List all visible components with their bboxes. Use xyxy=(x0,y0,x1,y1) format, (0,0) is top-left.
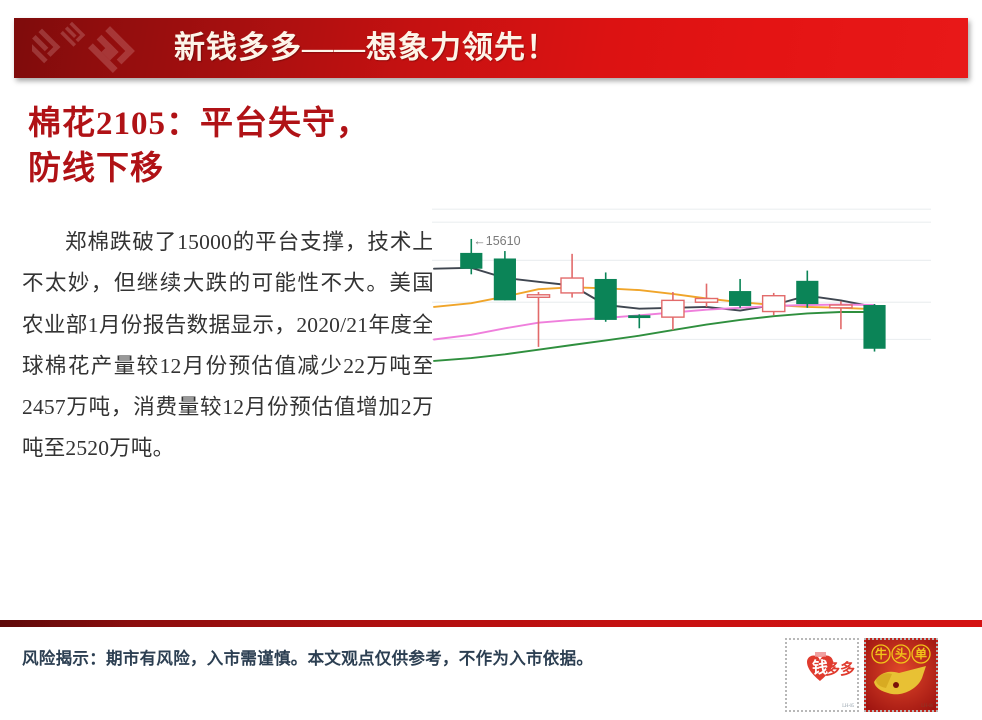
risk-disclaimer: 风险揭示：期市有风险，入市需谨慎。本文观点仅供参考，不作为入市依据。 xyxy=(22,649,594,668)
candlestick-chart[interactable]: ←15610 xyxy=(432,188,937,444)
bull-head-icon xyxy=(874,666,926,695)
stamp-rest-chars: 多多 xyxy=(825,660,855,678)
stamp-char-1: 牛 xyxy=(875,646,887,661)
stamp-char-2: 头 xyxy=(895,646,907,661)
svg-text:←15610: ←15610 xyxy=(473,234,520,248)
chart-annotation: ←15610 xyxy=(473,234,520,248)
niutoudan-stamp: 牛 头 单 LH-06 xyxy=(864,638,938,712)
chart-canvas: ←15610 xyxy=(432,208,931,362)
header-banner: 新钱多多——想象力领先！ xyxy=(14,18,968,78)
stamp-main-char: 钱 xyxy=(812,658,828,677)
page-title: 棉花2105：平台失守，防线下移 xyxy=(28,106,370,187)
stamp-subcode: LH-05 xyxy=(842,704,854,709)
stamp-subcode: LH-06 xyxy=(921,704,933,709)
header-title: 新钱多多——想象力领先！ xyxy=(174,30,558,65)
qianduoduo-stamp: 钱 多多 LH-05 xyxy=(785,638,859,712)
footer-divider xyxy=(0,620,982,627)
body-paragraph: 郑棉跌破了15000的平台支撑，技术上不太妙，但继续大跌的可能性不大。美国农业部… xyxy=(22,230,434,461)
footer-logos: 钱 多多 LH-05 牛 头 单 xyxy=(785,638,940,714)
heart-icon xyxy=(807,655,833,681)
chinese-knot-icon xyxy=(32,21,135,73)
stamp-char-3: 单 xyxy=(915,646,927,661)
chart-candles xyxy=(460,238,886,352)
